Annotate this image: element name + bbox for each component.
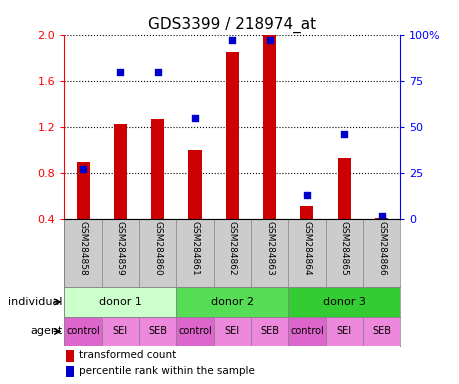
Bar	[288, 317, 325, 346]
Text: GSM284858: GSM284858	[78, 222, 87, 276]
Text: GSM284861: GSM284861	[190, 222, 199, 276]
Text: individual: individual	[8, 297, 62, 307]
Bar	[362, 317, 399, 346]
Bar	[139, 317, 176, 346]
Text: control: control	[178, 326, 212, 336]
Point	[340, 131, 347, 137]
Text: GSM284863: GSM284863	[264, 222, 274, 276]
Text: GSM284864: GSM284864	[302, 222, 311, 276]
Text: SEB: SEB	[371, 326, 390, 336]
Title: GDS3399 / 218974_at: GDS3399 / 218974_at	[148, 17, 316, 33]
Bar	[337, 158, 350, 219]
Point	[265, 37, 273, 43]
Text: control: control	[290, 326, 323, 336]
Bar	[213, 317, 251, 346]
Text: SEI: SEI	[224, 326, 239, 336]
Text: SEB: SEB	[259, 326, 279, 336]
Text: donor 2: donor 2	[210, 297, 253, 307]
Bar	[288, 287, 399, 317]
Point	[302, 192, 310, 199]
Bar	[113, 124, 127, 219]
Point	[154, 68, 161, 74]
Text: agent: agent	[30, 326, 62, 336]
Bar	[64, 317, 101, 346]
Text: control: control	[66, 326, 100, 336]
Text: donor 3: donor 3	[322, 297, 365, 307]
Bar	[64, 287, 176, 317]
Point	[228, 37, 235, 43]
Text: GSM284865: GSM284865	[339, 222, 348, 276]
Text: donor 1: donor 1	[99, 297, 141, 307]
Point	[117, 68, 124, 74]
Point	[79, 166, 87, 172]
Text: GSM284866: GSM284866	[376, 222, 385, 276]
Bar	[225, 52, 238, 219]
Text: SEB: SEB	[148, 326, 167, 336]
Bar	[101, 317, 139, 346]
Bar	[66, 350, 74, 361]
Bar	[374, 218, 387, 219]
Bar	[325, 317, 362, 346]
Text: GSM284859: GSM284859	[116, 222, 124, 276]
Bar	[76, 162, 90, 219]
Text: SEI: SEI	[112, 326, 128, 336]
Bar	[176, 287, 288, 317]
Bar	[176, 317, 213, 346]
Bar	[188, 150, 201, 219]
Text: percentile rank within the sample: percentile rank within the sample	[78, 366, 254, 376]
Bar	[263, 35, 275, 219]
Point	[191, 115, 198, 121]
Bar	[300, 205, 313, 219]
Text: GSM284860: GSM284860	[153, 222, 162, 276]
Text: SEI: SEI	[336, 326, 351, 336]
Text: transformed count: transformed count	[78, 351, 175, 361]
Point	[377, 213, 384, 219]
Text: GSM284862: GSM284862	[227, 222, 236, 276]
Bar	[251, 317, 288, 346]
Bar	[66, 366, 74, 377]
Bar	[151, 119, 164, 219]
